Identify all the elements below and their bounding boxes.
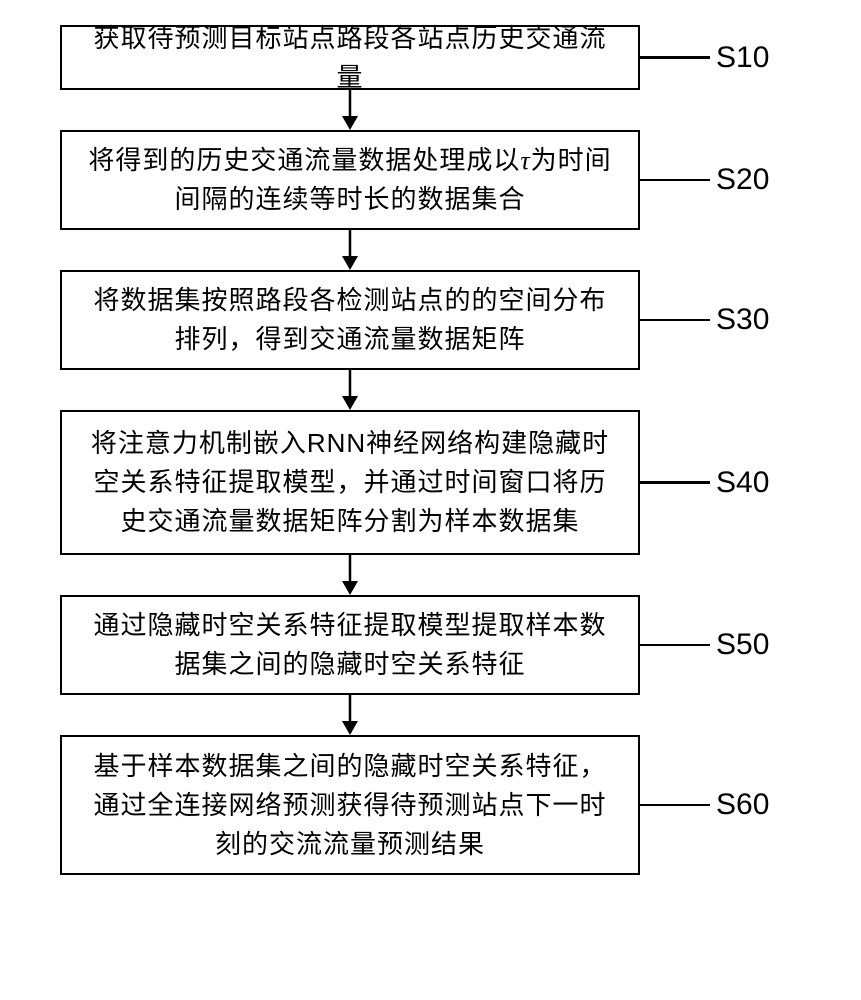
hline-icon bbox=[640, 804, 710, 807]
arrow-s30-s40 bbox=[60, 370, 640, 410]
hline-icon bbox=[640, 319, 710, 322]
hline-icon bbox=[640, 481, 710, 484]
step-text-s50: 通过隐藏时空关系特征提取模型提取样本数据集之间的隐藏时空关系特征 bbox=[82, 606, 618, 684]
connector-s40 bbox=[640, 481, 710, 484]
step-box-s20: 将得到的历史交通流量数据处理成以τ为时间间隔的连续等时长的数据集合 bbox=[60, 130, 640, 230]
step-box-s40: 将注意力机制嵌入RNN神经网络构建隐藏时空关系特征提取模型，并通过时间窗口将历史… bbox=[60, 410, 640, 555]
arrow-down-icon bbox=[339, 370, 361, 410]
step-s30: 将数据集按照路段各检测站点的的空间分布排列，得到交通流量数据矩阵 S30 bbox=[60, 270, 810, 370]
arrow-down-icon bbox=[339, 230, 361, 270]
connector-s30 bbox=[640, 319, 710, 322]
hline-icon bbox=[640, 56, 710, 59]
step-text-s30: 将数据集按照路段各检测站点的的空间分布排列，得到交通流量数据矩阵 bbox=[82, 281, 618, 359]
hline-icon bbox=[640, 644, 710, 647]
step-text-s10: 获取待预测目标站点路段各站点历史交通流量 bbox=[82, 19, 618, 97]
step-box-s10: 获取待预测目标站点路段各站点历史交通流量 bbox=[60, 25, 640, 90]
step-label-s20: S20 bbox=[716, 163, 769, 197]
step-box-s50: 通过隐藏时空关系特征提取模型提取样本数据集之间的隐藏时空关系特征 bbox=[60, 595, 640, 695]
arrow-s40-s50 bbox=[60, 555, 640, 595]
step-text-s40: 将注意力机制嵌入RNN神经网络构建隐藏时空关系特征提取模型，并通过时间窗口将历史… bbox=[82, 424, 618, 541]
step-label-s50: S50 bbox=[716, 628, 769, 662]
text-before-tau: 将得到的历史交通流量数据处理成以 bbox=[88, 145, 520, 175]
step-text-s60: 基于样本数据集之间的隐藏时空关系特征，通过全连接网络预测获得待预测站点下一时刻的… bbox=[82, 747, 618, 864]
arrow-s10-s20 bbox=[60, 90, 640, 130]
step-box-s60: 基于样本数据集之间的隐藏时空关系特征，通过全连接网络预测获得待预测站点下一时刻的… bbox=[60, 735, 640, 875]
step-label-s60: S60 bbox=[716, 788, 769, 822]
arrow-down-icon bbox=[339, 555, 361, 595]
step-text-s20: 将得到的历史交通流量数据处理成以τ为时间间隔的连续等时长的数据集合 bbox=[82, 141, 618, 219]
arrow-s50-s60 bbox=[60, 695, 640, 735]
step-s20: 将得到的历史交通流量数据处理成以τ为时间间隔的连续等时长的数据集合 S20 bbox=[60, 130, 810, 230]
step-s50: 通过隐藏时空关系特征提取模型提取样本数据集之间的隐藏时空关系特征 S50 bbox=[60, 595, 810, 695]
connector-s50 bbox=[640, 644, 710, 647]
step-label-s40: S40 bbox=[716, 466, 769, 500]
arrow-down-icon bbox=[339, 695, 361, 735]
step-box-s30: 将数据集按照路段各检测站点的的空间分布排列，得到交通流量数据矩阵 bbox=[60, 270, 640, 370]
connector-s20 bbox=[640, 179, 710, 182]
connector-s60 bbox=[640, 804, 710, 807]
step-s40: 将注意力机制嵌入RNN神经网络构建隐藏时空关系特征提取模型，并通过时间窗口将历史… bbox=[60, 410, 810, 555]
arrow-s20-s30 bbox=[60, 230, 640, 270]
flowchart-container: 获取待预测目标站点路段各站点历史交通流量 S10 将得到的历史交通流量数据处理成… bbox=[60, 25, 810, 875]
hline-icon bbox=[640, 179, 710, 182]
connector-s10 bbox=[640, 56, 710, 59]
step-label-s30: S30 bbox=[716, 303, 769, 337]
arrow-down-icon bbox=[339, 90, 361, 130]
tau-symbol: τ bbox=[520, 146, 530, 175]
step-s60: 基于样本数据集之间的隐藏时空关系特征，通过全连接网络预测获得待预测站点下一时刻的… bbox=[60, 735, 810, 875]
step-s10: 获取待预测目标站点路段各站点历史交通流量 S10 bbox=[60, 25, 810, 90]
step-label-s10: S10 bbox=[716, 41, 769, 75]
